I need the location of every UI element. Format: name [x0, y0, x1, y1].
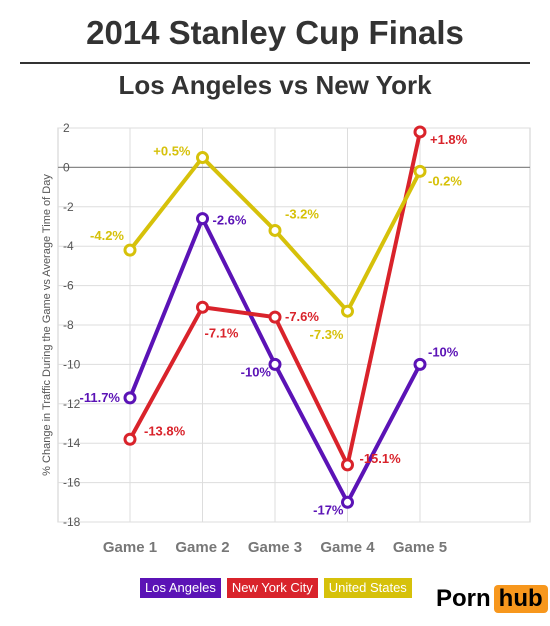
- y-tick-label: -16: [63, 476, 81, 490]
- data-point: [123, 432, 137, 446]
- data-label: -4.2%: [90, 228, 124, 243]
- chart-subtitle: Los Angeles vs New York: [118, 70, 432, 100]
- data-label: -10%: [428, 344, 459, 359]
- chart-title: 2014 Stanley Cup Finals: [86, 14, 464, 51]
- x-tick-label: Game 1: [103, 539, 157, 556]
- x-tick-label: Game 3: [248, 539, 302, 556]
- y-tick-label: 2: [63, 121, 70, 135]
- x-tick-label: Game 5: [393, 539, 447, 556]
- y-tick-label: -4: [63, 239, 74, 253]
- y-tick-label: -8: [63, 318, 74, 332]
- data-label: -17%: [313, 502, 344, 517]
- data-label: -15.1%: [360, 451, 402, 466]
- data-point: [413, 357, 427, 371]
- data-label: -11.7%: [80, 390, 121, 405]
- x-tick-label: Game 2: [175, 539, 229, 556]
- data-point: [196, 300, 209, 314]
- data-point: [196, 212, 209, 226]
- y-tick-label: -2: [63, 200, 74, 214]
- data-label: -7.1%: [205, 325, 239, 340]
- data-point: [196, 151, 209, 165]
- data-point: [123, 391, 137, 405]
- legend-entry: United States: [323, 578, 412, 598]
- y-tick-label: -6: [63, 279, 74, 293]
- x-tick-label: Game 4: [320, 539, 375, 556]
- logo-text-part-2: hub: [493, 585, 548, 613]
- chart-legend: Los Angeles New York City United States: [140, 578, 412, 598]
- data-point: [341, 495, 354, 509]
- data-point: [268, 223, 282, 237]
- data-label: -2.6%: [213, 213, 247, 228]
- title-divider: [20, 62, 530, 64]
- data-point: [123, 243, 137, 257]
- y-tick-label: -12: [63, 397, 81, 411]
- data-label: -10%: [241, 364, 272, 379]
- data-label: -3.2%: [285, 206, 319, 221]
- data-point: [268, 310, 282, 324]
- logo-text-part-1: Porn: [436, 585, 491, 612]
- data-point: [341, 458, 354, 472]
- legend-entry: New York City: [226, 578, 318, 598]
- y-tick-label: -10: [63, 357, 81, 371]
- data-point: [413, 125, 427, 139]
- y-axis-label: % Change in Traffic During the Game vs A…: [41, 174, 53, 476]
- legend-entry: Los Angeles: [140, 578, 221, 598]
- data-label: -7.3%: [310, 327, 344, 342]
- y-tick-label: -14: [63, 436, 81, 450]
- data-point: [268, 357, 282, 371]
- data-label: -7.6%: [285, 309, 319, 324]
- data-point: [341, 304, 354, 318]
- data-label: +0.5%: [153, 144, 191, 159]
- data-label: +1.8%: [430, 132, 468, 147]
- data-label: -0.2%: [428, 173, 462, 188]
- y-tick-label: 0: [63, 160, 70, 174]
- data-label: -13.8%: [144, 423, 186, 438]
- brand-logo: Porn hub: [436, 585, 548, 613]
- data-point: [413, 164, 427, 178]
- y-tick-label: -18: [63, 515, 81, 529]
